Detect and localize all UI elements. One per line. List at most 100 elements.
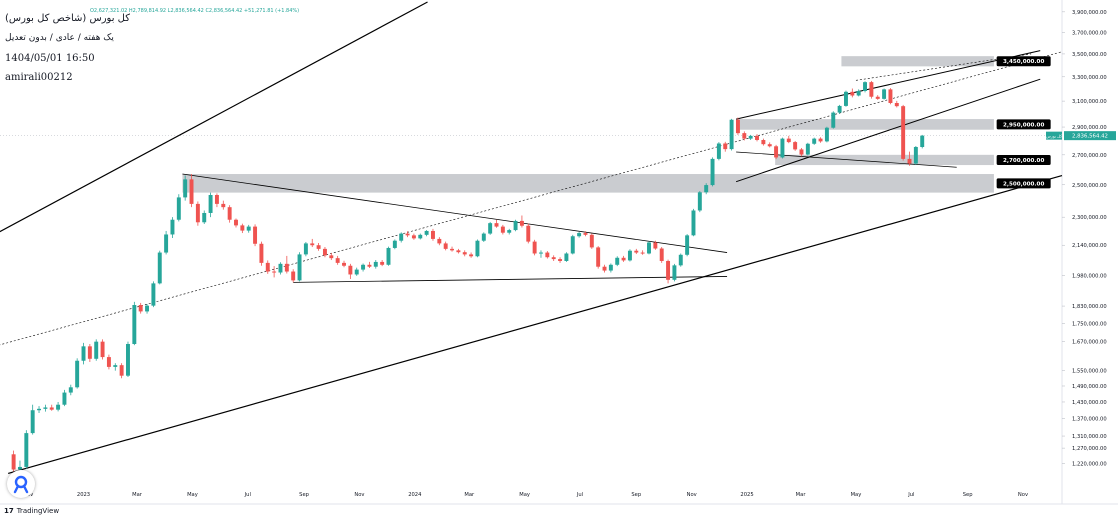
price-tick-label: 1,980,000.00 <box>1072 273 1107 279</box>
price-tick-label: 3,500,000.00 <box>1072 52 1107 58</box>
candle-body <box>195 203 200 223</box>
candle-body <box>354 269 359 275</box>
price-tick-label: 1,490,000.00 <box>1072 384 1107 390</box>
candle-body <box>151 283 156 306</box>
time-tick-label: Sep <box>631 492 641 498</box>
time-tick-label: Nov <box>354 492 364 498</box>
candle-body <box>735 119 740 134</box>
candle-body <box>17 466 22 470</box>
candle-body <box>494 223 499 227</box>
price-axis[interactable]: 3,900,000.00 3,700,000.00 3,500,000.00 3,30… <box>1046 10 1116 468</box>
candle-body <box>138 305 143 312</box>
candle-body <box>564 253 569 261</box>
candle-body <box>647 242 651 254</box>
time-tick-label: Sep <box>299 492 309 498</box>
candle-body <box>227 207 232 220</box>
candle-body <box>469 254 474 257</box>
price-tick-label: 3,100,000.00 <box>1072 99 1107 105</box>
price-tick-label: 1,750,000.00 <box>1072 321 1107 327</box>
time-tick-label: May <box>851 492 862 498</box>
level-label-box <box>996 178 1051 189</box>
candle-body <box>100 341 105 358</box>
candle-body <box>685 235 690 255</box>
candle-body <box>11 454 16 470</box>
candle-body <box>411 235 416 239</box>
candle-body <box>907 158 912 164</box>
indicator-badge[interactable] <box>7 470 35 498</box>
candle-body <box>532 241 537 254</box>
candle-body <box>856 90 861 96</box>
candle-body <box>920 135 925 147</box>
candle-body <box>831 112 836 128</box>
candle-body <box>348 265 353 275</box>
candle-body <box>405 233 410 236</box>
candle-body <box>450 248 455 251</box>
candle-body <box>716 143 721 159</box>
candle-body <box>208 195 213 213</box>
candle-body <box>863 82 868 91</box>
grid <box>0 0 1118 505</box>
candle-body <box>710 158 715 186</box>
candle-body <box>437 238 442 244</box>
candle-body <box>170 219 175 235</box>
time-tick-label: 2023 <box>77 492 90 498</box>
candle-body <box>774 146 779 158</box>
level-zone <box>182 174 994 193</box>
candle-body <box>704 185 709 193</box>
candle-body <box>481 233 486 241</box>
candle-body <box>367 264 372 267</box>
candle-body <box>875 96 880 99</box>
candle-body <box>94 341 99 359</box>
candle-body <box>303 243 308 255</box>
candle-body <box>742 133 747 139</box>
candle-body <box>818 138 823 142</box>
candle-body <box>278 263 283 273</box>
trendline <box>293 276 728 283</box>
candle-body <box>793 142 798 150</box>
candle-body <box>373 261 378 267</box>
candle-body <box>596 247 601 267</box>
candle-body <box>507 230 512 233</box>
price-tick-label: 1,220,000.00 <box>1072 462 1107 468</box>
candle-body <box>843 91 848 106</box>
candle-body <box>659 248 664 261</box>
candle-body <box>786 138 791 143</box>
candle-body <box>424 230 429 235</box>
price-tick-label: 1,430,000.00 <box>1072 400 1107 406</box>
candle-body <box>799 149 804 155</box>
candle-body <box>75 360 80 388</box>
price-tick-label: 1,670,000.00 <box>1072 340 1107 346</box>
candle-body <box>126 343 130 376</box>
candle-body <box>443 243 448 249</box>
candle-body <box>678 254 683 266</box>
level-label-text: 3,450,000.00 <box>1003 59 1045 65</box>
candle-body <box>589 234 594 248</box>
level-label-box <box>996 119 1051 130</box>
author-name: amirali00212 <box>5 72 73 83</box>
candle-body <box>183 179 188 198</box>
candle-body <box>189 179 194 204</box>
trendline <box>855 53 1032 81</box>
level-zone <box>775 154 994 166</box>
candle-body <box>488 223 493 234</box>
price-tick-label: 1,550,000.00 <box>1072 369 1107 375</box>
current-price-label-box <box>1064 131 1116 141</box>
time-tick-label: Mar <box>464 492 475 498</box>
price-tick-label: 2,700,000.00 <box>1072 153 1107 159</box>
current-price-label-text: 2,836,564.42 <box>1072 134 1108 140</box>
tradingview-brand[interactable]: 17 TradingView <box>4 507 59 515</box>
candles <box>11 80 925 481</box>
time-tick-label: Sep <box>963 492 973 498</box>
time-tick-label: May <box>519 492 530 498</box>
candle-body <box>386 247 391 265</box>
time-tick-label: 2024 <box>408 492 422 498</box>
trendline <box>735 78 1041 183</box>
candle-body <box>570 236 575 254</box>
candle-body <box>392 240 397 248</box>
level-labels: 3,450,000.00 2,950,000.00 2,700,000.00 2,50… <box>996 56 1051 189</box>
candle-body <box>901 106 906 159</box>
price-tick-label: 3,700,000.00 <box>1072 30 1107 36</box>
candle-body <box>265 262 270 272</box>
